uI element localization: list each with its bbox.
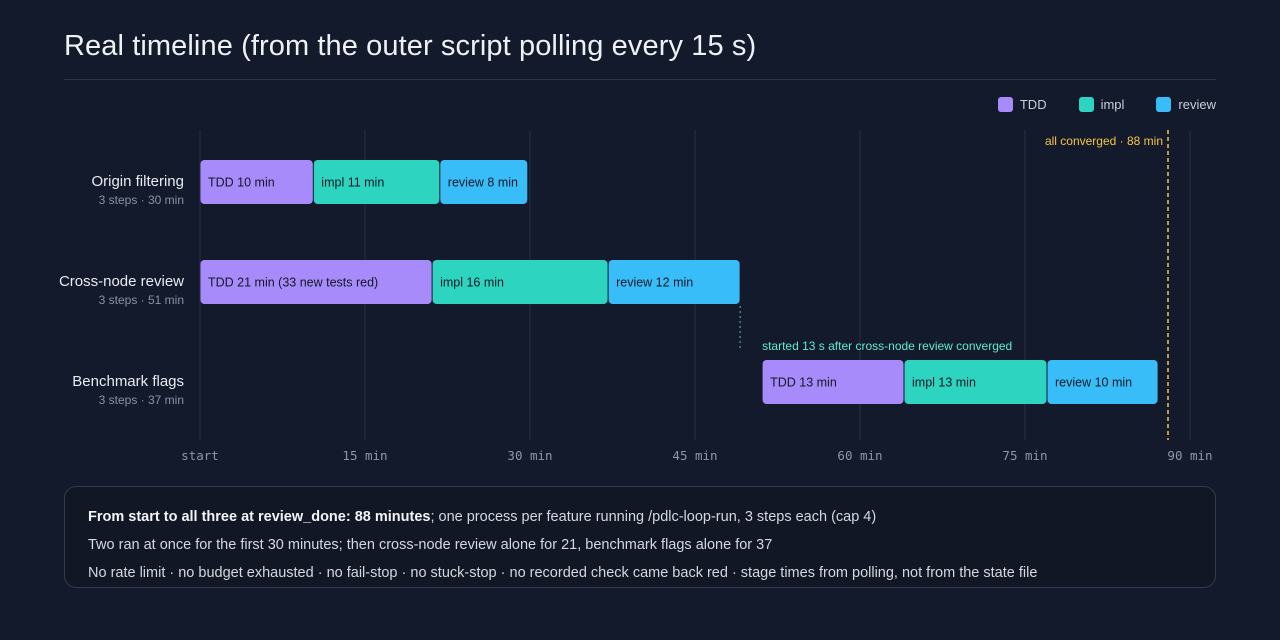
legend-item-impl: impl	[1078, 97, 1125, 112]
page-title: Real timeline (from the outer script pol…	[64, 30, 757, 62]
legend-label-tdd: TDD	[1019, 97, 1047, 112]
legend-label-impl: impl	[1100, 97, 1125, 112]
x-tick-label-2: 30 min	[507, 448, 552, 463]
bar-segment-1-0	[200, 260, 432, 304]
x-tick-label-4: 60 min	[837, 448, 882, 463]
bar-segment-0-1	[313, 160, 440, 204]
legend-swatch-tdd	[997, 97, 1013, 112]
bar-label-2-0: TDD 13 min	[770, 376, 837, 390]
bar-segment-0-0	[200, 160, 313, 204]
title-divider	[64, 79, 1216, 80]
bar-segment-2-1	[904, 360, 1047, 404]
bar-segment-1-2	[608, 260, 740, 304]
row-label-1: Cross-node review	[59, 273, 184, 290]
bar-label-1-2: review 12 min	[616, 276, 693, 290]
x-tick-label-0: start	[181, 448, 219, 463]
note-line-1-bold: From start to all three at review_done: …	[88, 509, 431, 525]
row-label-2: Benchmark flags	[72, 373, 184, 390]
bar-label-0-1: impl 11 min	[321, 176, 384, 190]
x-tick-label-3: 45 min	[672, 448, 717, 463]
x-tick-label-5: 75 min	[1002, 448, 1047, 463]
row-sublabel-1: 3 steps · 51 min	[99, 293, 184, 307]
bar-label-1-0: TDD 21 min (33 new tests red)	[208, 276, 378, 290]
bar-label-2-1: impl 13 min	[912, 376, 976, 390]
bar-label-0-2: review 8 min	[448, 176, 518, 190]
legend-swatch-review	[1156, 97, 1172, 112]
legend-item-tdd: TDD	[997, 97, 1047, 112]
bar-label-0-0: TDD 10 min	[208, 176, 275, 190]
summary-notes: From start to all three at review_done: …	[64, 486, 1216, 588]
x-tick-label-6: 90 min	[1167, 448, 1212, 463]
timeline-chart: start 15 min 30 min 45 min 60 min 75 min 90 mi…	[59, 130, 1213, 463]
bar-label-2-2: review 10 min	[1055, 376, 1132, 390]
note-line-3: No rate limit · no budget exhausted · no…	[88, 565, 1038, 581]
row-sublabel-0: 3 steps · 30 min	[99, 193, 184, 207]
legend-label-review: review	[1178, 97, 1216, 112]
row-label-0: Origin filtering	[91, 173, 184, 190]
bar-segment-0-2	[440, 160, 528, 204]
note-line-2: Two ran at once for the first 30 minutes…	[88, 537, 773, 553]
legend-item-review: review	[1156, 97, 1216, 112]
handoff-annotation-label: started 13 s after cross-node review con…	[762, 339, 1012, 353]
chart-legend: TDD impl review	[997, 97, 1216, 112]
note-line-1: From start to all three at review_done: …	[88, 503, 1192, 531]
x-tick-label-1: 15 min	[342, 448, 387, 463]
converged-marker-label: all converged · 88 min	[1045, 134, 1163, 148]
bar-label-1-1: impl 16 min	[440, 276, 504, 290]
row-sublabel-2: 3 steps · 37 min	[99, 393, 184, 407]
bar-segment-2-0	[762, 360, 904, 404]
bar-segment-2-2	[1047, 360, 1158, 404]
legend-swatch-impl	[1078, 97, 1094, 112]
bar-segment-1-1	[432, 260, 608, 304]
note-line-1-rest: ; one process per feature running /pdlc-…	[430, 509, 877, 525]
